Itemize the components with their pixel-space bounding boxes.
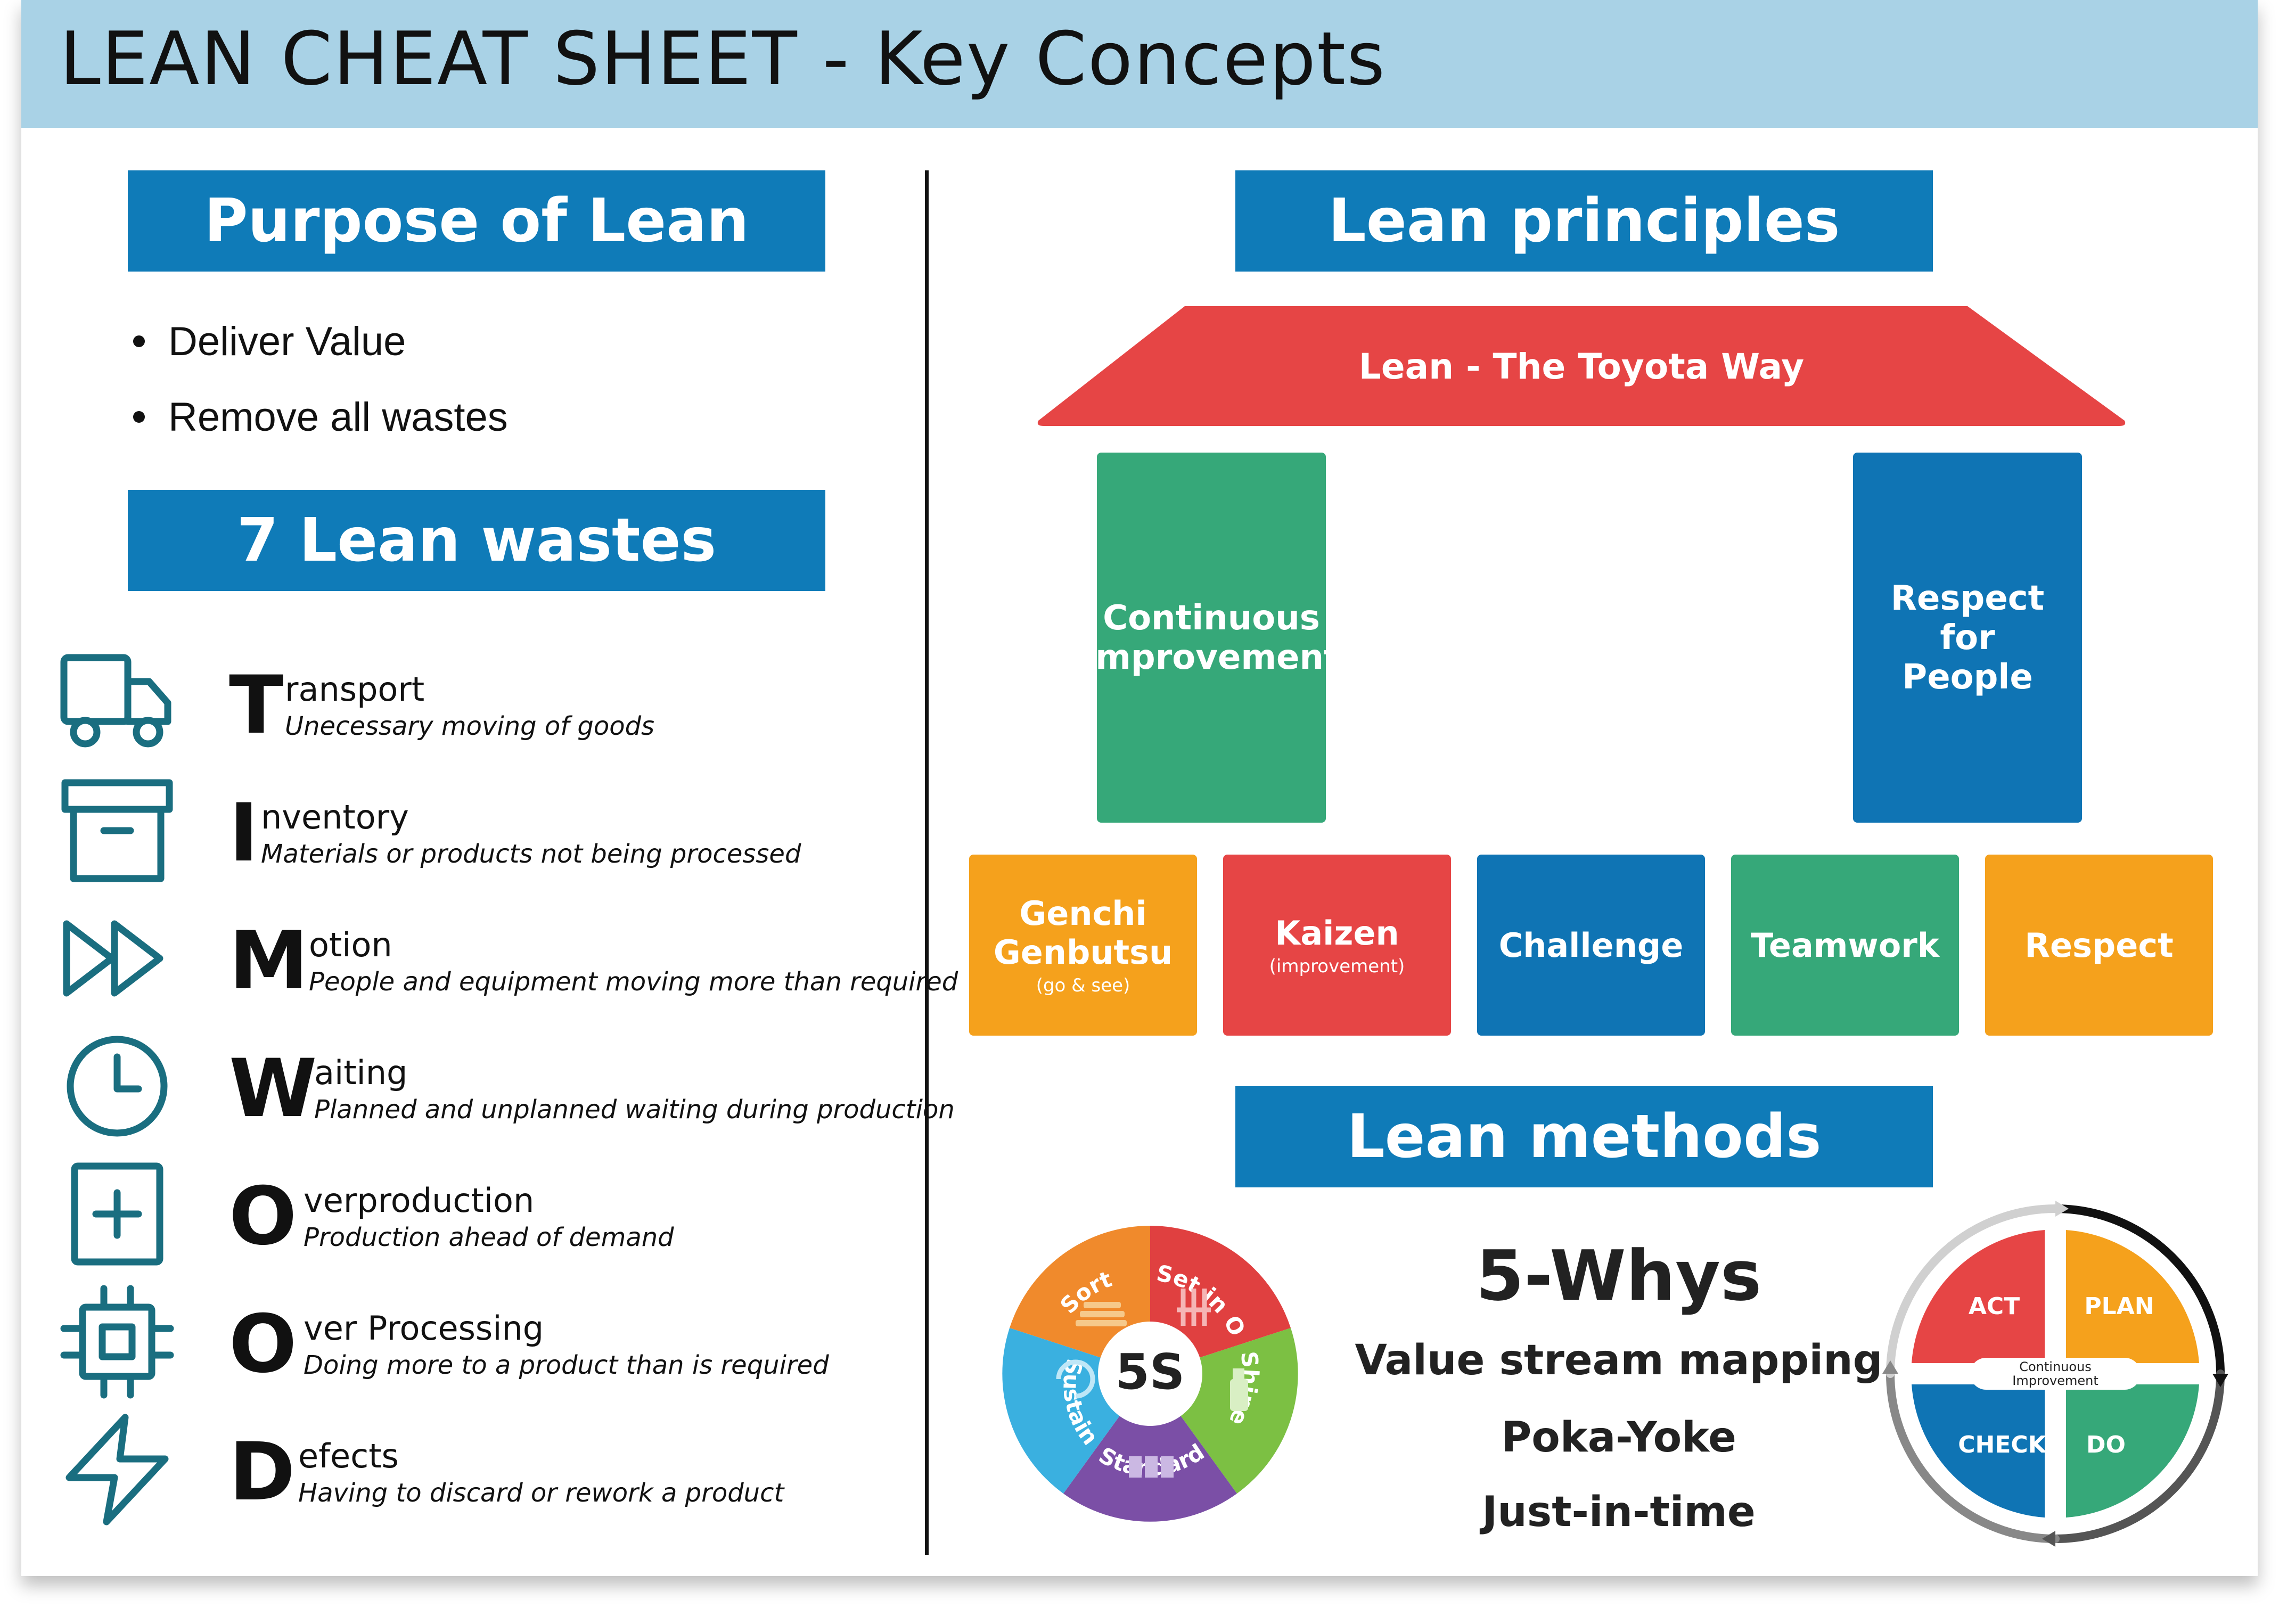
wastes-heading: 7 Lean wastes (128, 490, 825, 591)
fast-forward-icon (63, 920, 163, 997)
waste-defects: D efects Having to discard or rework a p… (59, 1411, 911, 1528)
list-item: Remove all wastes (133, 379, 508, 455)
bullet-icon (133, 335, 145, 347)
foundation-genchi-genbutsu: Genchi Genbutsu (go & see) (969, 855, 1197, 1036)
waste-inventory: I nventory Materials or products not bei… (59, 772, 911, 889)
arrow-head-icon (2042, 1531, 2055, 1547)
title-bar: LEAN CHEAT SHEET - Key Concepts (21, 0, 2258, 128)
waste-overproduction: O verproduction Production ahead of dema… (59, 1155, 911, 1273)
five-s-wheel: 5S Sort Set in Order Shine Standardize S… (996, 1219, 1298, 1522)
tools-icon (1177, 1289, 1211, 1326)
clock-icon (67, 1036, 168, 1137)
pdca-label-plan: PLAN (2084, 1293, 2154, 1320)
purpose-heading: Purpose of Lean (128, 170, 825, 272)
truck-icon (60, 654, 171, 748)
roof-label: Lean - The Toyota Way (1358, 346, 1805, 387)
cycle-icon (1056, 1359, 1095, 1399)
method-just-in-time: Just-in-time (1482, 1488, 1756, 1536)
archive-box-icon (61, 779, 173, 882)
method-value-stream-mapping: Value stream mapping (1355, 1336, 1883, 1384)
pdca-quadrant-act (1912, 1230, 2045, 1363)
list-item: Deliver Value (133, 304, 508, 379)
waste-motion: M otion People and equipment moving more… (59, 900, 958, 1017)
foundation-kaizen: Kaizen (improvement) (1223, 855, 1451, 1036)
pdca-cycle: ACT PLAN CHECK DO Continuous Improvement (1882, 1201, 2228, 1547)
spray-bottle-icon (1230, 1368, 1248, 1411)
foundation-teamwork: Teamwork (1731, 855, 1959, 1036)
arrow-head-icon (1882, 1360, 1898, 1374)
five-s-center: 5S (1116, 1343, 1185, 1400)
roof-shape (1037, 306, 2126, 426)
arrow-head-icon (2212, 1374, 2228, 1387)
pdca-quadrant-do (2066, 1384, 2199, 1518)
cheat-sheet: LEAN CHEAT SHEET - Key Concepts Purpose … (21, 0, 2258, 1576)
methods-heading: Lean methods (1235, 1086, 1933, 1187)
method-poka-yoke: Poka-Yoke (1501, 1414, 1736, 1462)
waste-transport: T ransport Unecessary moving of goods (59, 644, 911, 761)
waste-waiting: W aiting Planned and unplanned waiting d… (59, 1028, 955, 1145)
pdca-label-act: ACT (1969, 1293, 2020, 1320)
foundation-challenge: Challenge (1477, 855, 1705, 1036)
pdca-quadrant-plan (2066, 1230, 2199, 1363)
pdca-label-check: CHECK (1958, 1431, 2047, 1458)
binders-icon (1129, 1456, 1174, 1478)
bullet-icon (133, 411, 145, 423)
pillar-continuous-improvement: Continuous Improvement (1083, 453, 1340, 823)
purpose-list: Deliver Value Remove all wastes (133, 304, 508, 455)
column-divider (925, 170, 929, 1555)
principles-heading: Lean principles (1235, 170, 1933, 272)
plus-square-icon (71, 1162, 163, 1266)
lightning-icon (65, 1414, 169, 1525)
pdca-center-label: Continuous Improvement (2012, 1359, 2098, 1388)
pdca-label-do: DO (2086, 1431, 2126, 1458)
sort-icon (1076, 1302, 1127, 1326)
page-title: LEAN CHEAT SHEET - Key Concepts (60, 16, 1387, 102)
cpu-chip-icon (60, 1285, 174, 1399)
foundation-respect: Respect (1985, 855, 2213, 1036)
pillar-respect-for-people: Respect for People (1853, 453, 2082, 823)
pdca-quadrant-check (1912, 1384, 2045, 1518)
waste-over-processing: O ver Processing Doing more to a product… (59, 1283, 911, 1400)
five-s-segment-standardize (1063, 1374, 1237, 1522)
method-five-whys: 5-Whys (1475, 1235, 1762, 1316)
arrow-head-icon (2055, 1201, 2069, 1217)
